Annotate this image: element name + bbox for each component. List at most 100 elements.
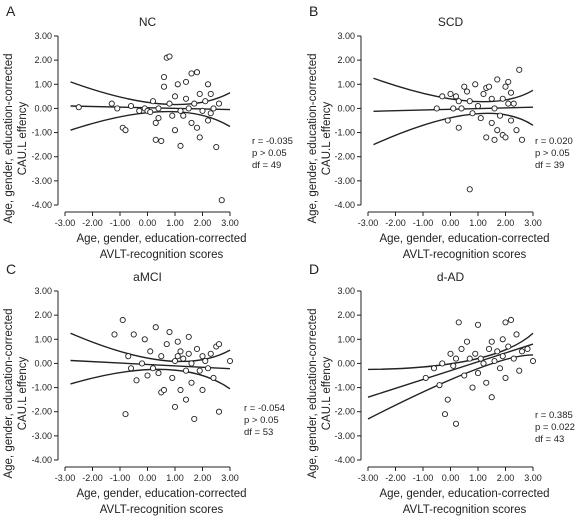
data-point	[455, 98, 462, 105]
data-point	[147, 109, 154, 116]
y-tick-label: -1.00	[31, 383, 52, 393]
data-point	[491, 357, 498, 365]
data-point	[177, 142, 184, 149]
x-tick-label: -3.00	[55, 218, 76, 228]
confidence-band-lower	[70, 368, 231, 390]
data-point	[518, 136, 526, 143]
data-point	[207, 110, 214, 117]
confidence-band-lower	[373, 112, 534, 146]
y-axis-label: CAU.L effency	[321, 101, 333, 175]
stat-text: df = 39	[535, 160, 564, 171]
y-tick-label: 3.00	[337, 31, 355, 41]
data-point	[441, 411, 449, 418]
x-axis-label: Age, gender, education-corrected	[76, 488, 246, 500]
data-point	[125, 353, 132, 360]
data-point	[480, 90, 487, 97]
data-point	[188, 379, 195, 386]
x-tick-label: -3.00	[358, 473, 379, 483]
data-point	[474, 321, 482, 328]
data-point	[480, 360, 487, 367]
data-point	[133, 377, 140, 384]
y-tick-label: 3.00	[34, 286, 52, 296]
x-tick-label: 1.00	[469, 473, 487, 483]
x-tick-label: -1.00	[413, 218, 434, 228]
y-tick-label: -1.00	[334, 383, 355, 393]
data-point	[207, 350, 214, 357]
data-point	[463, 338, 471, 345]
data-point	[510, 355, 517, 362]
stat-text: df = 43	[535, 434, 564, 445]
data-point	[455, 319, 462, 326]
data-point	[155, 370, 162, 377]
stat-text: df = 53	[244, 427, 273, 438]
data-point	[469, 384, 476, 391]
data-point	[218, 197, 225, 204]
confidence-band-upper	[70, 332, 231, 363]
data-point	[188, 360, 195, 367]
data-point	[196, 134, 203, 141]
data-point	[477, 115, 484, 122]
data-point	[204, 81, 212, 88]
data-point	[199, 353, 206, 360]
y-tick-label: -4.00	[31, 200, 52, 210]
data-point	[499, 336, 506, 343]
data-point	[177, 348, 184, 355]
y-tick-label: -2.00	[334, 152, 355, 162]
y-tick-label: 1.00	[337, 334, 355, 344]
data-point	[166, 53, 173, 60]
data-point	[204, 117, 212, 124]
data-point	[166, 100, 173, 107]
data-point	[158, 353, 165, 360]
data-point	[213, 144, 220, 151]
x-tick-label: 2.00	[497, 473, 515, 483]
y-axis-label: Age, gender, education-corrected	[307, 53, 319, 223]
data-point	[477, 355, 484, 362]
y-tick-label: 2.00	[34, 55, 52, 65]
y-tick-label: -1.00	[31, 128, 52, 138]
data-point	[502, 83, 509, 90]
data-point	[510, 100, 517, 107]
data-point	[488, 119, 495, 126]
data-point	[160, 386, 168, 394]
data-point	[111, 331, 118, 338]
data-point	[507, 316, 515, 324]
data-point	[215, 408, 223, 415]
y-tick-label: -4.00	[334, 200, 355, 210]
data-point	[191, 100, 198, 107]
data-point	[174, 338, 181, 345]
data-point	[152, 119, 159, 126]
confidence-band-lower	[70, 110, 231, 131]
y-tick-label: -2.00	[334, 407, 355, 417]
data-point	[177, 386, 184, 394]
data-point	[155, 115, 162, 122]
x-axis-label: AVLT-recognition scores	[100, 504, 224, 516]
x-tick-label: 0.00	[442, 218, 460, 228]
data-point	[138, 360, 146, 367]
data-point	[119, 316, 126, 324]
data-point	[127, 365, 135, 372]
data-point	[215, 341, 223, 348]
data-point	[458, 345, 465, 352]
data-point	[450, 105, 457, 112]
data-point	[516, 66, 523, 73]
data-point	[122, 411, 129, 418]
stat-text: r = 0.020	[535, 136, 573, 147]
data-point	[202, 357, 209, 365]
data-point	[158, 137, 165, 145]
data-point	[136, 107, 143, 114]
stat-text: p > 0.05	[244, 415, 279, 426]
y-tick-label: 1.00	[34, 79, 52, 89]
data-point	[491, 105, 498, 112]
data-point	[193, 345, 201, 352]
data-point	[524, 345, 531, 352]
data-point	[469, 110, 476, 117]
data-point	[529, 357, 537, 365]
y-tick-label: 0.00	[337, 358, 355, 368]
y-tick-label: 0.00	[337, 103, 355, 113]
data-point	[114, 105, 121, 112]
y-tick-label: -3.00	[31, 176, 52, 186]
data-point	[463, 88, 471, 95]
